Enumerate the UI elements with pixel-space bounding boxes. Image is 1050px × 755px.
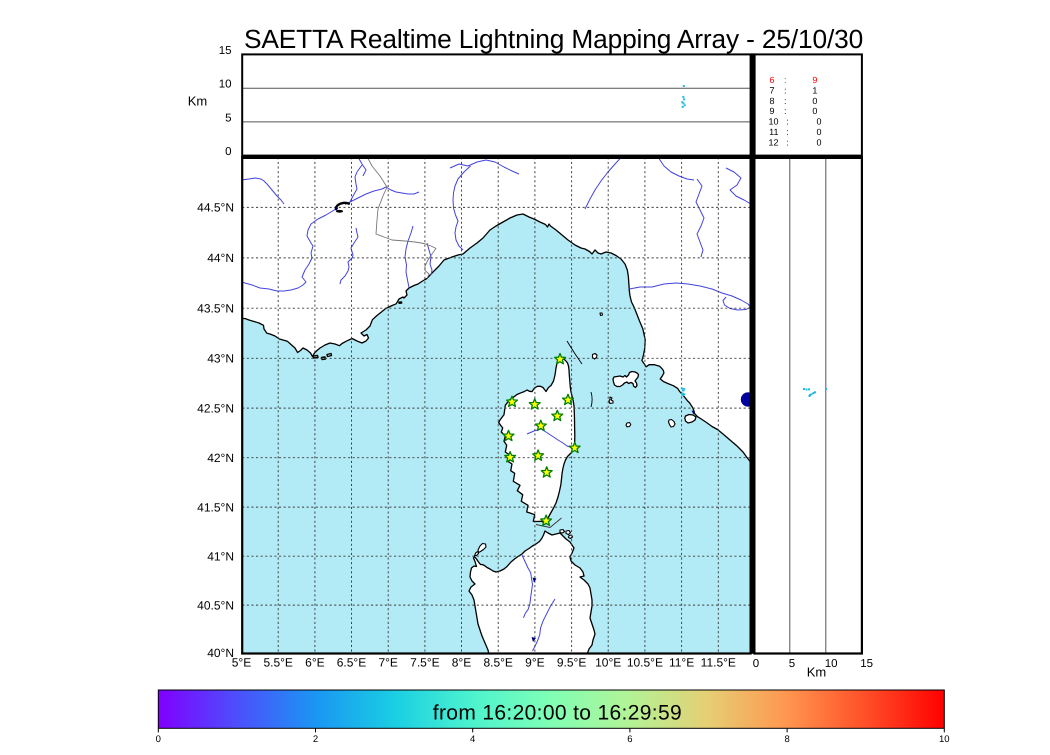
svg-text:8: 8	[769, 96, 774, 106]
svg-text:from 16:20:00 to 16:29:59: from 16:20:00 to 16:29:59	[433, 702, 682, 725]
svg-text:11: 11	[769, 127, 778, 137]
svg-text:6.5°E: 6.5°E	[337, 655, 366, 669]
svg-text:7: 7	[769, 86, 774, 96]
svg-text:0: 0	[816, 137, 821, 147]
svg-text:10°E: 10°E	[595, 655, 621, 669]
svg-text:0: 0	[812, 106, 817, 116]
svg-text:10.5°E: 10.5°E	[627, 655, 663, 669]
svg-text:11.5°E: 11.5°E	[701, 655, 736, 669]
svg-text:6°E: 6°E	[305, 655, 324, 669]
svg-text:0: 0	[225, 146, 231, 158]
svg-text:0: 0	[753, 658, 759, 670]
svg-text:9.5°E: 9.5°E	[557, 655, 586, 669]
svg-text:42.5°N: 42.5°N	[197, 401, 234, 415]
svg-text::: :	[784, 96, 787, 106]
svg-text:44.5°N: 44.5°N	[197, 201, 234, 215]
svg-text:1: 1	[812, 86, 817, 96]
svg-text:40°N: 40°N	[207, 646, 234, 660]
svg-text::: :	[784, 75, 787, 85]
svg-text:43.5°N: 43.5°N	[197, 302, 234, 316]
svg-text:8°E: 8°E	[452, 655, 471, 669]
svg-text:0: 0	[816, 117, 821, 127]
svg-text:43°N: 43°N	[207, 352, 234, 366]
svg-text::: :	[784, 86, 787, 96]
svg-text:40.5°N: 40.5°N	[197, 598, 234, 612]
svg-text:2: 2	[313, 734, 318, 745]
svg-text:10: 10	[825, 658, 838, 670]
svg-text:6: 6	[627, 734, 632, 745]
svg-text:15: 15	[860, 658, 873, 670]
svg-text:41°N: 41°N	[207, 550, 234, 564]
svg-text:7°E: 7°E	[378, 655, 397, 669]
svg-text:0: 0	[816, 127, 821, 137]
svg-text:5: 5	[225, 113, 231, 125]
svg-text:9: 9	[812, 75, 817, 85]
svg-text::: :	[786, 117, 789, 127]
svg-text:42°N: 42°N	[207, 451, 234, 465]
svg-text:7.5°E: 7.5°E	[410, 655, 439, 669]
svg-text::: :	[786, 137, 789, 147]
svg-text:9: 9	[769, 106, 774, 116]
svg-text:0: 0	[156, 734, 161, 745]
svg-text:8: 8	[784, 734, 789, 745]
svg-text::: :	[784, 106, 787, 116]
svg-text:10: 10	[219, 79, 232, 91]
svg-text:5°E: 5°E	[232, 655, 251, 669]
svg-text:11°E: 11°E	[669, 655, 694, 669]
svg-text:5: 5	[789, 658, 795, 670]
svg-text:41.5°N: 41.5°N	[197, 500, 234, 514]
svg-text:15: 15	[219, 45, 232, 57]
svg-text:12: 12	[768, 137, 778, 147]
svg-text:Km: Km	[807, 664, 827, 679]
svg-text:4: 4	[470, 734, 475, 745]
svg-text:8.5°E: 8.5°E	[483, 655, 512, 669]
svg-text:5.5°E: 5.5°E	[263, 655, 292, 669]
svg-text:Km: Km	[188, 93, 208, 108]
svg-text:SAETTA Realtime Lightning Mapp: SAETTA Realtime Lightning Mapping Array …	[244, 24, 863, 54]
svg-text:10: 10	[768, 117, 778, 127]
svg-text:44°N: 44°N	[207, 251, 234, 265]
svg-text::: :	[786, 127, 789, 137]
svg-text:0: 0	[812, 96, 817, 106]
svg-text:9°E: 9°E	[525, 655, 544, 669]
svg-text:10: 10	[939, 734, 950, 745]
svg-text:6: 6	[769, 75, 774, 85]
